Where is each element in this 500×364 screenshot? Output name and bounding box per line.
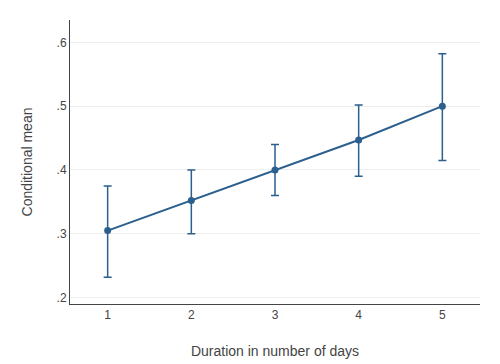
svg-text:Duration in number of days: Duration in number of days — [191, 343, 359, 359]
svg-text:2: 2 — [188, 308, 195, 322]
svg-text:.6: .6 — [57, 36, 67, 50]
svg-text:.2: .2 — [57, 291, 67, 305]
svg-text:.3: .3 — [57, 227, 67, 241]
svg-text:.4: .4 — [57, 163, 67, 177]
svg-text:4: 4 — [355, 308, 362, 322]
svg-text:1: 1 — [104, 308, 111, 322]
svg-text:3: 3 — [272, 308, 279, 322]
svg-text:.5: .5 — [57, 99, 67, 113]
svg-text:Conditional mean: Conditional mean — [19, 108, 35, 217]
svg-text:5: 5 — [439, 308, 446, 322]
